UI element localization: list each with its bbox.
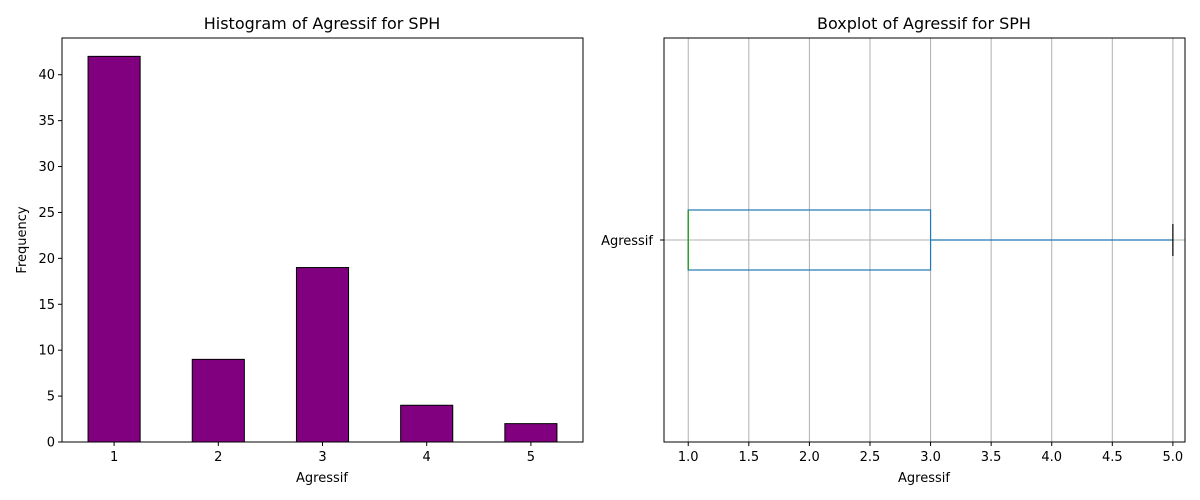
boxplot-category-label: Agressif [601, 234, 653, 249]
boxplot-x-axis-label: Agressif [898, 471, 950, 486]
histogram-y-ticks: 0 5 10 15 20 25 30 35 40 [38, 68, 62, 451]
histogram-y-tick-label: 15 [38, 298, 55, 313]
histogram-x-tick-label: 1 [110, 450, 118, 465]
boxplot-x-tick-label: 1.0 [678, 450, 699, 465]
histogram-y-tick-label: 40 [38, 68, 55, 83]
boxplot-x-tick-label: 4.0 [1041, 450, 1062, 465]
boxplot-panel: Boxplot of Agressif for SPH 1.0 1.5 2.0 2.5… [601, 14, 1186, 486]
histogram-panel: Histogram of Agressif for SPH 1 2 3 4 5 0 5 10… [15, 14, 584, 486]
boxplot-x-tick-label: 2.0 [799, 450, 820, 465]
histogram-bar-5 [504, 423, 558, 443]
histogram-bar-3 [295, 267, 350, 443]
boxplot-x-ticks: 1.0 1.5 2.0 2.5 3.0 3.5 4.0 4.5 5.0 [678, 442, 1183, 465]
histogram-x-tick-label: 3 [318, 450, 326, 465]
boxplot-title: Boxplot of Agressif for SPH [817, 14, 1031, 33]
histogram-bar-2 [191, 358, 245, 443]
boxplot-y-ticks: Agressif [601, 234, 664, 249]
histogram-y-tick-label: 0 [47, 436, 55, 451]
histogram-y-tick-label: 10 [38, 344, 55, 359]
boxplot-x-tick-label: 5.0 [1163, 450, 1184, 465]
boxplot-elements [687, 209, 1174, 271]
boxplot-x-tick-label: 2.5 [860, 450, 881, 465]
histogram-x-tick-label: 2 [214, 450, 222, 465]
boxplot-x-tick-label: 3.0 [920, 450, 941, 465]
histogram-y-tick-label: 20 [38, 252, 55, 267]
histogram-y-tick-label: 5 [47, 390, 55, 405]
histogram-bar-1 [87, 55, 141, 443]
histogram-x-tick-label: 4 [423, 450, 431, 465]
histogram-y-tick-label: 30 [38, 160, 55, 175]
histogram-bars [87, 55, 558, 443]
boxplot-x-tick-label: 3.5 [981, 450, 1002, 465]
histogram-bar-4 [400, 404, 454, 443]
histogram-title: Histogram of Agressif for SPH [204, 14, 441, 33]
histogram-y-tick-label: 35 [38, 114, 55, 129]
histogram-y-tick-label: 25 [38, 206, 55, 221]
histogram-x-axis-label: Agressif [296, 471, 348, 486]
histogram-x-tick-label: 5 [527, 450, 535, 465]
boxplot-x-tick-label: 1.5 [738, 450, 759, 465]
boxplot-x-tick-label: 4.5 [1102, 450, 1123, 465]
histogram-y-axis-label: Frequency [15, 206, 30, 273]
histogram-x-ticks: 1 2 3 4 5 [110, 442, 535, 465]
